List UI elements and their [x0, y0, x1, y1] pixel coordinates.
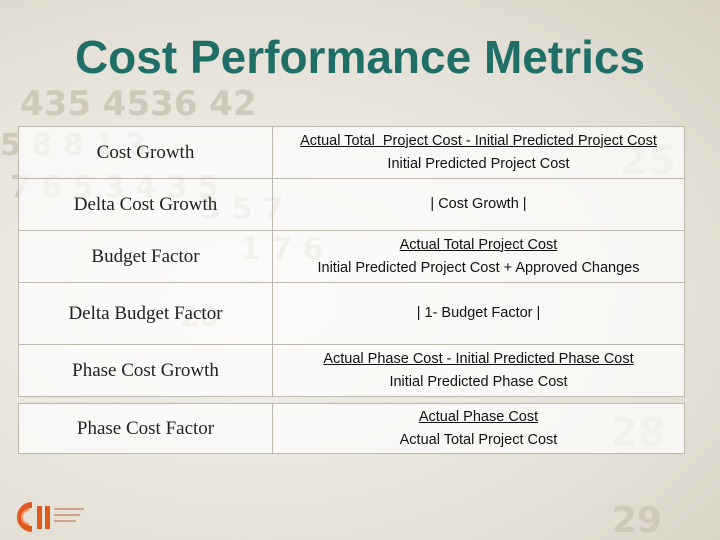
metric-formula: Actual Total Project Cost - Initial Pred…	[272, 126, 685, 179]
formula-numerator: Actual Phase Cost	[418, 408, 539, 425]
formula-numerator: Actual Total Project Cost - Initial Pred…	[300, 132, 657, 149]
metric-formula: Actual Phase Cost Actual Total Project C…	[272, 403, 685, 454]
table-row: Phase Cost Growth Actual Phase Cost - In…	[18, 344, 685, 397]
metric-name: Delta Budget Factor	[18, 282, 273, 345]
table-gap	[19, 397, 685, 404]
formula-numerator: Actual Phase Cost - Initial Predicted Ph…	[323, 350, 634, 367]
formula-denominator: Actual Total Project Cost	[399, 431, 558, 448]
metric-formula: Actual Phase Cost - Initial Predicted Ph…	[272, 344, 685, 397]
metric-formula: Actual Total Project Cost Initial Predic…	[272, 230, 685, 283]
formula-expression: | Cost Growth |	[430, 196, 527, 212]
table-row: Cost Growth Actual Total Project Cost - …	[18, 126, 685, 179]
formula-expression: | 1- Budget Factor |	[416, 305, 541, 321]
metric-name: Delta Cost Growth	[18, 178, 273, 231]
table-row: Delta Budget Factor | 1- Budget Factor |	[18, 282, 685, 345]
metric-formula: | 1- Budget Factor |	[272, 282, 685, 345]
slide-title: Cost Performance Metrics	[74, 31, 646, 83]
table-row: Budget Factor Actual Total Project Cost …	[18, 230, 685, 283]
formula-numerator: Actual Total Project Cost	[399, 236, 558, 253]
formula-denominator: Initial Predicted Project Cost + Approve…	[317, 259, 640, 276]
table-row: Phase Cost Factor Actual Phase Cost Actu…	[18, 403, 685, 454]
formula-denominator: Initial Predicted Phase Cost	[389, 373, 568, 390]
formula-denominator: Initial Predicted Project Cost	[387, 155, 570, 172]
table-row: Delta Cost Growth | Cost Growth |	[18, 178, 685, 231]
metric-name: Phase Cost Factor	[18, 403, 273, 454]
metric-formula: | Cost Growth |	[272, 178, 685, 231]
metric-name: Budget Factor	[18, 230, 273, 283]
metric-name: Phase Cost Growth	[18, 344, 273, 397]
cii-logo-icon	[10, 500, 92, 539]
metric-name: Cost Growth	[18, 126, 273, 179]
metrics-table: Cost Growth Actual Total Project Cost - …	[18, 126, 685, 454]
